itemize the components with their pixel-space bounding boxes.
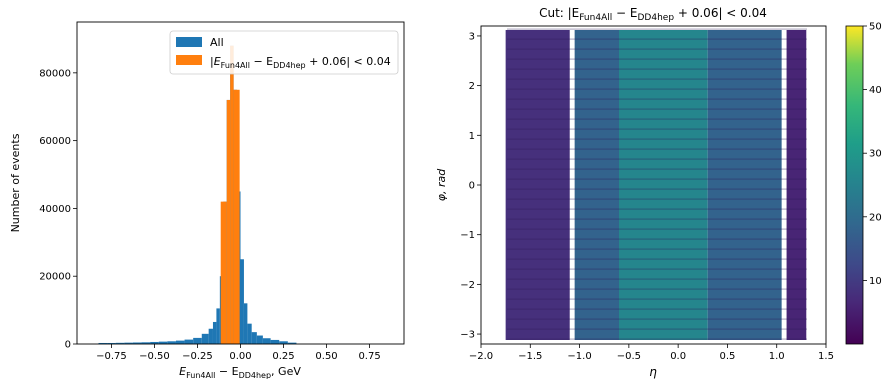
heatmap-y-tick-label: 2 [469,81,475,92]
histogram-x-tick-label: 0.75 [358,351,380,362]
histogram-bar-all [216,308,220,344]
heatmap-x-tick-label: −0.5 [617,351,641,362]
histogram-x-axis-label: EFun4All − EDD4hep, GeV [179,365,301,379]
legend-label-all: All [210,36,224,49]
histogram-y-tick-label: 80000 [39,68,71,79]
legend-box [169,30,399,75]
histogram-chart: −0.75 −0.50 −0.25 0.00 0.25 0.50 0.75 0 20000 40… [9,21,405,379]
histogram-bar-cut [233,89,240,344]
histogram-bar-all [251,332,257,344]
histogram-bar-all [107,342,116,344]
colorbar-tick-label: 30 [869,149,882,160]
histogram-bar-all [270,339,280,344]
histogram-bar-all [201,333,209,344]
histogram-bar-all [184,339,194,344]
heatmap-x-tick-label: −2.0 [469,351,493,362]
colorbar-gradient [845,25,864,345]
legend-label-cut: |EFun4All − EDD4hep + 0.06| < 0.04 [210,55,391,70]
heatmap-row-stripes [507,26,807,344]
histogram-bar-all [240,259,244,344]
histogram-y-tick-label: 0 [65,340,71,351]
histogram-y-tick-label: 40000 [39,204,71,215]
histogram-bar-all [212,321,217,344]
heatmap-y-ticks: −3 −2 −1 0 1 2 3 [460,31,481,341]
histogram-x-tick-label: −0.75 [96,351,127,362]
heatmap-y-tick-label: 0 [469,181,475,192]
colorbar-tick-label: 20 [869,212,882,223]
histogram-bar-cut [226,99,231,345]
histogram-x-tick-label: 0.00 [229,351,251,362]
legend-swatch-all [176,37,202,47]
heatmap-y-tick-label: 1 [469,131,475,142]
histogram-bar-all [175,340,185,344]
histogram-bar-all [262,338,271,344]
histogram-bar-all [141,342,151,344]
heatmap-x-tick-label: 1.5 [818,351,834,362]
heatmap-x-tick-label: 1.0 [769,351,785,362]
histogram-x-tick-label: −0.50 [139,351,170,362]
heatmap-chart: Cut: |EFun4All − EDD4hep + 0.06| < 0.04 … [435,6,882,379]
histogram-bar-all [247,323,252,344]
histogram-x-tick-label: 0.50 [315,351,337,362]
histogram-bar-all [158,341,168,344]
histogram-frame [76,21,405,345]
heatmap-y-tick-label: 3 [469,31,475,42]
heatmap-x-tick-label: 0.0 [670,351,686,362]
histogram-x-ticks: −0.75 −0.50 −0.25 0.00 0.25 0.50 0.75 [96,344,381,362]
colorbar-tick-label: 50 [869,22,882,33]
histogram-bars [98,45,297,345]
histogram-bar-all [256,335,263,344]
heatmap-y-tick-label: −1 [460,230,475,241]
histogram-bar-cut [220,201,227,344]
heatmap-y-tick-label: −3 [460,330,475,341]
heatmap-frame [480,25,827,345]
histogram-x-tick-label: −0.25 [182,351,213,362]
histogram-bar-all [287,342,297,344]
histogram-bar-all [279,341,288,344]
histogram-y-tick-label: 60000 [39,136,71,147]
histogram-bar-all [167,341,176,344]
histogram-bar-all [124,342,133,344]
histogram-y-tick-label: 20000 [39,272,71,283]
histogram-bar-all [150,341,159,344]
heatmap-y-tick-label: −2 [460,280,475,291]
histogram-y-ticks: 0 20000 40000 60000 80000 [39,68,77,351]
colorbar-tick-label: 10 [869,276,882,287]
histogram-y-axis-label: Number of events [9,133,22,232]
heatmap-x-tick-label: −1.0 [567,351,591,362]
colorbar: 10 20 30 40 50 [845,22,882,345]
histogram-bar-all [208,328,213,344]
heatmap-y-axis-label: φ, rad [435,168,448,202]
legend-swatch-cut [176,55,202,65]
heatmap-x-ticks: −2.0 −1.5 −1.0 −0.5 0.0 0.5 1.0 1.5 [469,344,834,362]
histogram-x-tick-label: 0.25 [272,351,294,362]
histogram-bar-all [132,342,142,344]
heatmap-x-tick-label: −1.5 [518,351,542,362]
histogram-legend: All |EFun4All − EDD4hep + 0.06| < 0.04 [169,30,399,75]
histogram-bar-cut [230,45,234,344]
colorbar-tick-label: 40 [869,85,882,96]
histogram-bar-all [115,342,125,344]
heatmap-x-tick-label: 0.5 [719,351,735,362]
colorbar-ticks: 10 20 30 40 50 [863,22,882,287]
histogram-bar-all [243,303,248,344]
histogram-bar-all [193,337,202,344]
heatmap-x-axis-label: η [649,365,657,379]
heatmap-title: Cut: |EFun4All − EDD4hep + 0.06| < 0.04 [539,6,767,23]
histogram-bar-all [98,342,108,344]
